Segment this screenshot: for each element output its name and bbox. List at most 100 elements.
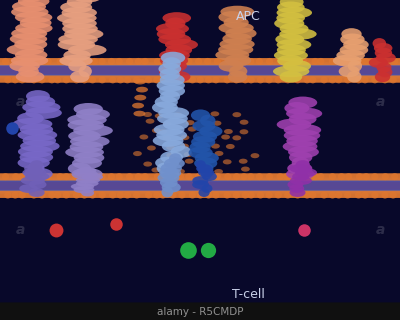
Ellipse shape: [56, 173, 64, 180]
Ellipse shape: [180, 135, 189, 140]
Ellipse shape: [382, 173, 389, 180]
Ellipse shape: [276, 173, 284, 180]
Ellipse shape: [214, 58, 221, 65]
Ellipse shape: [257, 76, 264, 84]
Ellipse shape: [18, 0, 50, 7]
Ellipse shape: [156, 23, 189, 35]
Ellipse shape: [304, 192, 311, 199]
Ellipse shape: [189, 76, 196, 84]
Ellipse shape: [286, 108, 322, 120]
Ellipse shape: [185, 173, 192, 180]
Ellipse shape: [76, 108, 110, 120]
Ellipse shape: [333, 55, 362, 67]
Ellipse shape: [178, 192, 186, 199]
Ellipse shape: [60, 2, 92, 13]
Ellipse shape: [242, 192, 249, 199]
Ellipse shape: [200, 115, 216, 126]
Ellipse shape: [152, 101, 178, 114]
Ellipse shape: [212, 76, 220, 84]
Ellipse shape: [391, 58, 398, 65]
Ellipse shape: [38, 76, 46, 84]
Text: T-cell: T-cell: [232, 288, 264, 301]
Ellipse shape: [159, 76, 166, 84]
Ellipse shape: [2, 58, 9, 65]
Ellipse shape: [344, 76, 351, 84]
Ellipse shape: [194, 157, 217, 169]
Ellipse shape: [280, 23, 308, 35]
Ellipse shape: [152, 128, 161, 133]
Ellipse shape: [218, 11, 246, 23]
FancyBboxPatch shape: [0, 76, 400, 83]
Ellipse shape: [160, 55, 188, 67]
Ellipse shape: [126, 173, 133, 180]
Ellipse shape: [362, 173, 370, 180]
Ellipse shape: [198, 188, 210, 197]
Ellipse shape: [290, 176, 312, 185]
Ellipse shape: [256, 58, 263, 65]
Ellipse shape: [312, 58, 319, 65]
Ellipse shape: [18, 129, 57, 141]
Ellipse shape: [218, 44, 253, 56]
Ellipse shape: [376, 62, 392, 73]
Ellipse shape: [18, 65, 39, 77]
Ellipse shape: [134, 79, 146, 84]
Ellipse shape: [54, 76, 61, 84]
Ellipse shape: [189, 141, 210, 153]
FancyBboxPatch shape: [0, 75, 400, 78]
Ellipse shape: [132, 103, 144, 108]
Ellipse shape: [204, 173, 211, 180]
Ellipse shape: [362, 192, 369, 199]
Ellipse shape: [7, 44, 44, 56]
Ellipse shape: [192, 180, 209, 189]
Ellipse shape: [159, 50, 190, 61]
Ellipse shape: [222, 33, 252, 45]
Ellipse shape: [4, 192, 12, 199]
Ellipse shape: [20, 17, 52, 29]
Ellipse shape: [247, 173, 254, 180]
Ellipse shape: [240, 129, 248, 134]
Ellipse shape: [159, 66, 181, 77]
Ellipse shape: [64, 28, 103, 40]
Ellipse shape: [292, 157, 309, 169]
Ellipse shape: [81, 173, 88, 180]
Ellipse shape: [160, 163, 182, 173]
Ellipse shape: [390, 76, 397, 84]
Ellipse shape: [191, 109, 210, 121]
Ellipse shape: [116, 58, 123, 65]
Ellipse shape: [196, 160, 206, 169]
Ellipse shape: [284, 102, 309, 114]
Ellipse shape: [74, 152, 104, 164]
Ellipse shape: [77, 167, 96, 174]
Ellipse shape: [163, 121, 172, 126]
Ellipse shape: [99, 192, 106, 199]
Ellipse shape: [233, 58, 240, 65]
Ellipse shape: [211, 144, 220, 149]
Ellipse shape: [158, 34, 191, 45]
Ellipse shape: [374, 43, 392, 53]
Ellipse shape: [91, 173, 98, 180]
Ellipse shape: [197, 192, 204, 199]
Ellipse shape: [369, 57, 388, 68]
Ellipse shape: [164, 158, 185, 169]
Ellipse shape: [287, 162, 312, 174]
Ellipse shape: [329, 173, 336, 180]
Ellipse shape: [348, 60, 362, 72]
Ellipse shape: [170, 173, 178, 180]
Ellipse shape: [280, 71, 302, 83]
Ellipse shape: [73, 192, 80, 199]
FancyBboxPatch shape: [0, 62, 400, 66]
Ellipse shape: [133, 192, 140, 199]
Ellipse shape: [340, 44, 368, 56]
Ellipse shape: [160, 91, 180, 103]
Ellipse shape: [54, 192, 61, 199]
Ellipse shape: [198, 163, 213, 174]
Ellipse shape: [14, 38, 47, 50]
FancyBboxPatch shape: [0, 178, 400, 181]
Ellipse shape: [68, 119, 104, 131]
Ellipse shape: [284, 192, 291, 199]
Ellipse shape: [372, 38, 386, 49]
Ellipse shape: [15, 12, 52, 23]
Ellipse shape: [335, 76, 342, 84]
Ellipse shape: [279, 28, 317, 40]
Ellipse shape: [68, 60, 86, 72]
